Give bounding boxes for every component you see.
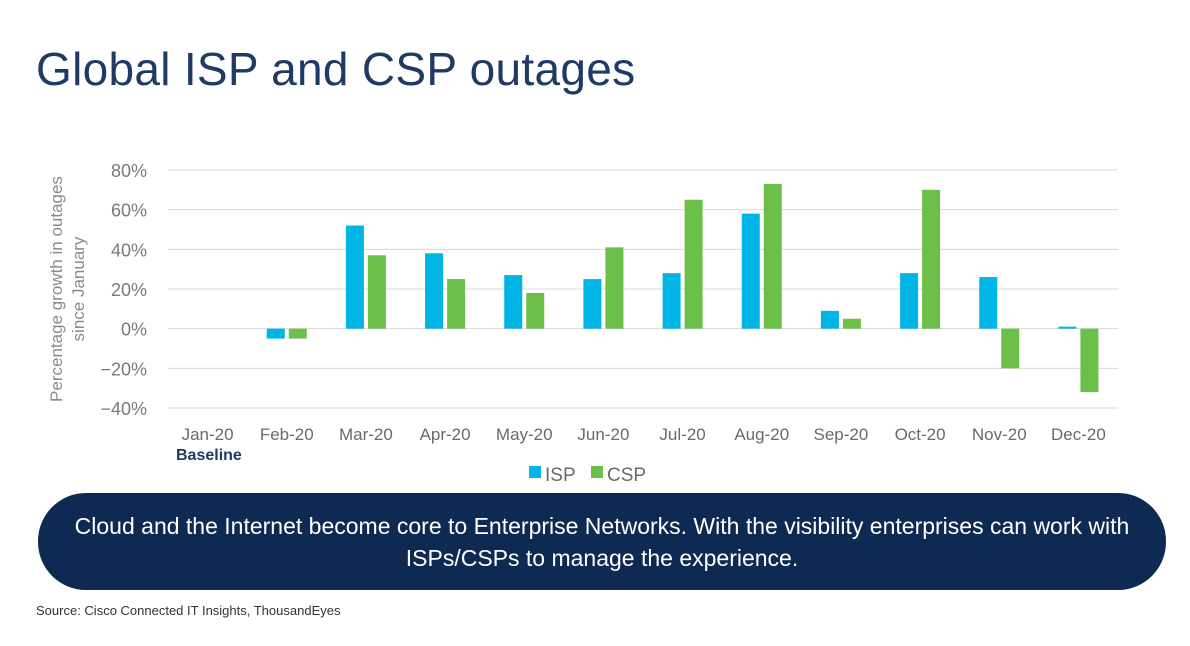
y-tick-label: 40% bbox=[111, 240, 147, 260]
legend-label-isp: ISP bbox=[545, 465, 576, 486]
bar-isp bbox=[1058, 326, 1077, 329]
bar-csp bbox=[367, 255, 386, 329]
bar-isp bbox=[741, 213, 760, 329]
y-tick-label: −40% bbox=[100, 399, 147, 419]
bar-csp bbox=[605, 247, 624, 329]
bar-isp bbox=[504, 275, 523, 329]
x-tick-label: Sep-20 bbox=[814, 425, 869, 444]
page-title: Global ISP and CSP outages bbox=[36, 43, 636, 95]
y-tick-label: 0% bbox=[121, 320, 147, 340]
source-note: Source: Cisco Connected IT Insights, Tho… bbox=[36, 603, 341, 618]
bar-csp bbox=[1001, 328, 1020, 369]
y-tick-label: 60% bbox=[111, 201, 147, 221]
x-tick-label: Oct-20 bbox=[895, 425, 946, 444]
bar-csp bbox=[922, 189, 941, 329]
x-tick-label: Mar-20 bbox=[339, 425, 393, 444]
x-tick-label: May-20 bbox=[496, 425, 553, 444]
legend-label-csp: CSP bbox=[607, 465, 646, 486]
bar-isp bbox=[266, 328, 285, 339]
x-tick-label: Feb-20 bbox=[260, 425, 314, 444]
x-tick-label: Dec-20 bbox=[1051, 425, 1106, 444]
y-tick-label: 20% bbox=[111, 280, 147, 300]
baseline-label: Baseline bbox=[176, 447, 242, 464]
banner-text: Cloud and the Internet become core to En… bbox=[74, 512, 1130, 571]
bar-csp bbox=[288, 328, 307, 339]
bar-isp bbox=[662, 273, 681, 329]
x-tick-label: Jun-20 bbox=[577, 425, 629, 444]
message-banner: Cloud and the Internet become core to En… bbox=[38, 493, 1166, 590]
bar-isp bbox=[900, 273, 919, 329]
bar-csp bbox=[684, 199, 703, 329]
bar-isp bbox=[820, 310, 839, 329]
y-tick-label: 80% bbox=[111, 161, 147, 181]
x-tick-label: Apr-20 bbox=[420, 425, 471, 444]
x-tick-label: Jul-20 bbox=[659, 425, 705, 444]
y-tick-label: −20% bbox=[100, 359, 147, 379]
bar-isp bbox=[345, 225, 364, 329]
y-axis-title: since January bbox=[69, 236, 88, 341]
bar-isp bbox=[979, 277, 998, 329]
bar-isp bbox=[583, 279, 602, 329]
bar-csp bbox=[763, 183, 782, 329]
x-tick-label: Jan-20 bbox=[182, 425, 234, 444]
bar-csp bbox=[1080, 328, 1099, 393]
legend-swatch-csp bbox=[591, 466, 603, 478]
bar-csp bbox=[526, 292, 545, 329]
x-tick-label: Aug-20 bbox=[734, 425, 789, 444]
bar-csp bbox=[447, 279, 466, 329]
legend-swatch-isp bbox=[529, 466, 541, 478]
bar-csp bbox=[842, 318, 861, 329]
x-tick-label: Nov-20 bbox=[972, 425, 1027, 444]
bar-isp bbox=[425, 253, 444, 329]
y-axis-title: Percentage growth in outages bbox=[47, 176, 66, 402]
